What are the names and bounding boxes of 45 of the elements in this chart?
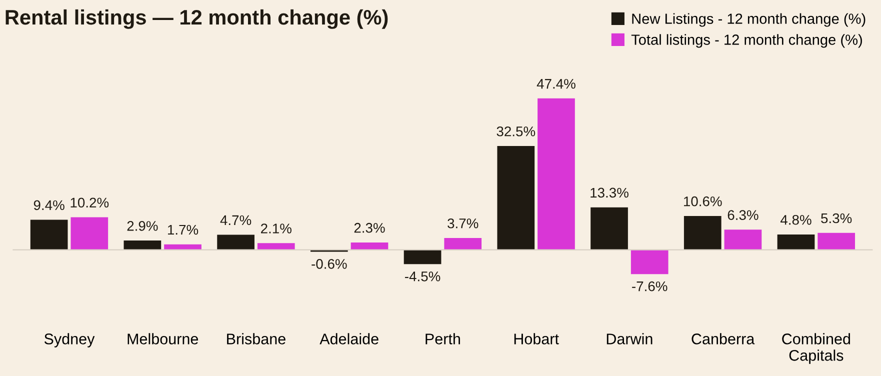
bar: [257, 243, 295, 250]
data-label: 4.7%: [220, 215, 252, 226]
data-label: 4.8%: [780, 214, 812, 225]
legend-label: Total listings - 12 month change (%): [631, 34, 862, 48]
data-label: -0.6%: [312, 259, 347, 269]
bar: [684, 216, 722, 250]
x-tick-label: Perth: [426, 333, 460, 344]
x-tick-label: Adelaide: [320, 333, 378, 344]
x-tick-label: Melbourne: [128, 333, 198, 344]
data-label: 9.4%: [34, 200, 64, 210]
x-tick-label: Combined Capitals: [782, 333, 850, 364]
bar: [124, 240, 162, 250]
bar: [70, 217, 108, 250]
bar: [590, 207, 628, 250]
bar: [30, 220, 68, 250]
data-label: 5.3%: [821, 213, 852, 224]
data-label: 10.6%: [684, 196, 722, 206]
bar: [777, 234, 815, 250]
data-label: 2.3%: [354, 222, 385, 233]
data-label: 1.7%: [168, 224, 198, 235]
x-tick-label: Brisbane: [227, 333, 286, 344]
bar: [538, 98, 575, 250]
bar: [497, 146, 535, 250]
data-label: 2.9%: [127, 221, 158, 231]
data-label: 32.5%: [496, 126, 536, 136]
data-label: 10.2%: [70, 198, 109, 208]
legend-label: New Listings - 12 month change (%): [632, 13, 866, 27]
chart-title: Rental listings — 12 month change (%): [6, 9, 388, 29]
bar: [818, 232, 856, 250]
x-tick-label: Canberra: [692, 333, 755, 344]
bar: [404, 250, 442, 264]
data-label: 47.4%: [536, 78, 576, 89]
bar: [217, 234, 254, 250]
x-tick-label: Darwin: [606, 333, 652, 344]
x-tick-label: Sydney: [44, 333, 95, 348]
data-label: 2.1%: [261, 224, 292, 234]
data-label: -4.5%: [405, 272, 440, 282]
data-label: 3.7%: [448, 218, 478, 228]
data-label: 13.3%: [590, 188, 628, 198]
bar: [724, 230, 762, 250]
bar: [630, 250, 668, 274]
bar: [444, 238, 482, 250]
data-label: -7.6%: [632, 281, 668, 292]
x-tick-label: Hobart: [514, 333, 559, 344]
data-label: 6.3%: [728, 210, 758, 220]
